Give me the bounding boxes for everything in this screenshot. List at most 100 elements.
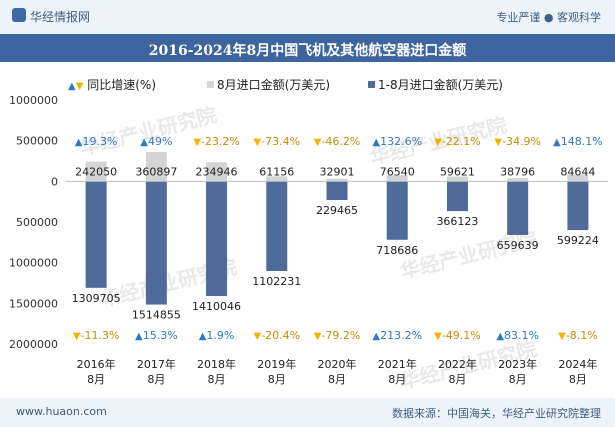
- huajing-logo-icon: [12, 8, 26, 22]
- x-tick-label: 8月: [569, 373, 587, 386]
- brand-name: 华经情报网: [30, 10, 91, 24]
- y-tick-label: 1500000: [9, 297, 58, 310]
- x-tick-label: 2021年: [378, 357, 417, 371]
- x-tick-label: 8月: [147, 373, 165, 386]
- growth-ytd-label: ▲213.2%: [372, 329, 422, 342]
- bar-8m: [206, 162, 228, 182]
- bar-8m-value-label: 84644: [560, 165, 595, 178]
- bar-ytd: [446, 181, 468, 212]
- growth-ytd-label: ▼-49.1%: [434, 329, 481, 342]
- growth-ytd-label: ▲15.3%: [135, 329, 178, 342]
- data-source: 数据来源：中国海关，华经产业研究院整理: [392, 407, 601, 420]
- legend-swatch-8m: [207, 81, 214, 88]
- y-tick-label: 0: [51, 175, 58, 188]
- growth-ytd-label: ▲83.1%: [496, 329, 539, 342]
- legend-up-triangle-icon: ▲: [68, 81, 76, 92]
- tagline: 专业严谨 ● 客观科学: [496, 11, 601, 24]
- legend-item-ytd: 1-8月进口金额(万美元): [368, 76, 503, 93]
- growth-8m-label: ▼-34.9%: [494, 135, 541, 148]
- bar-ytd: [145, 181, 167, 305]
- x-tick-label: 2018年: [197, 357, 236, 371]
- growth-8m-label: ▲132.6%: [372, 135, 422, 148]
- x-tick-label: 8月: [448, 373, 466, 386]
- bar-ytd-value-label: 1102231: [252, 275, 301, 288]
- legend-label-ytd: 1-8月进口金额(万美元): [378, 78, 503, 92]
- x-tick-label: 8月: [87, 373, 105, 386]
- bar-ytd: [567, 181, 589, 231]
- bar-ytd-value-label: 1514855: [132, 309, 181, 322]
- legend-label-growth: 同比增速(%): [87, 78, 157, 92]
- legend-item-8m: 8月进口金额(万美元): [207, 76, 330, 93]
- bar-8m-value-label: 32901: [320, 165, 355, 178]
- website-link[interactable]: www.huaon.com: [16, 405, 107, 418]
- x-tick-label: 8月: [328, 373, 346, 386]
- bar-8m-value-label: 38796: [500, 165, 535, 178]
- bar-8m: [507, 178, 529, 182]
- x-tick-label: 8月: [388, 373, 406, 386]
- bar-ytd-value-label: 229465: [316, 204, 358, 217]
- growth-ytd-label: ▲1.9%: [199, 329, 235, 342]
- bar-ytd: [507, 181, 529, 235]
- growth-8m-label: ▲49%: [140, 135, 172, 148]
- x-tick-label: 8月: [268, 373, 286, 386]
- bar-8m: [446, 176, 468, 182]
- bar-ytd: [85, 181, 107, 288]
- x-tick-label: 2024年: [558, 357, 597, 371]
- bar-8m-value-label: 242050: [75, 165, 117, 178]
- bar-ytd: [206, 181, 228, 297]
- bar-ytd-value-label: 366123: [436, 215, 478, 228]
- bar-ytd-value-label: 599224: [557, 234, 599, 247]
- bar-8m-value-label: 61156: [259, 165, 294, 178]
- bar-8m: [567, 174, 589, 182]
- y-tick-label: 500000: [16, 135, 58, 148]
- bar-ytd-value-label: 1410046: [192, 300, 241, 313]
- growth-8m-label: ▼-46.2%: [314, 135, 361, 148]
- y-tick-label: 1000000: [9, 257, 58, 270]
- bar-ytd: [326, 181, 348, 200]
- x-tick-label: 2019年: [257, 357, 296, 371]
- x-tick-label: 2022年: [438, 357, 477, 371]
- bar-ytd-value-label: 718686: [376, 244, 418, 257]
- top-banner: [0, 0, 615, 34]
- growth-8m-label: ▼-73.4%: [253, 135, 300, 148]
- growth-ytd-label: ▼-20.4%: [253, 329, 300, 342]
- legend-item-growth: ▲▼ 同比增速(%): [68, 76, 156, 93]
- growth-8m-label: ▲148.1%: [553, 135, 603, 148]
- growth-8m-label: ▼-23.2%: [193, 135, 240, 148]
- watermark-text: 华经产业研究院: [77, 103, 219, 160]
- bar-ytd: [266, 181, 288, 271]
- growth-ytd-label: ▼-11.3%: [73, 329, 120, 342]
- growth-ytd-label: ▼-8.1%: [558, 329, 598, 342]
- chart-title: 2016-2024年8月中国飞机及其他航空器进口金额: [148, 43, 467, 59]
- bar-8m-value-label: 234946: [196, 165, 238, 178]
- x-tick-label: 2016年: [77, 357, 116, 371]
- growth-ytd-label: ▼-79.2%: [314, 329, 361, 342]
- bar-8m: [85, 161, 107, 182]
- bar-8m-value-label: 59621: [440, 165, 475, 178]
- legend-down-triangle-icon: ▼: [75, 81, 84, 92]
- growth-8m-label: ▼-22.1%: [434, 135, 481, 148]
- x-tick-label: 8月: [509, 373, 527, 386]
- growth-8m-label: ▲19.3%: [75, 135, 118, 148]
- legend-label-8m: 8月进口金额(万美元): [217, 78, 330, 92]
- title-bar: [0, 34, 615, 62]
- bar-8m: [145, 151, 167, 182]
- bar-8m: [386, 175, 408, 182]
- bar-ytd-value-label: 1309705: [72, 292, 121, 305]
- bar-8m: [266, 176, 288, 182]
- footer-bar: [0, 398, 615, 427]
- bar-ytd-value-label: 659639: [497, 239, 539, 252]
- y-tick-label: 1000000: [9, 94, 58, 107]
- y-tick-label: 500000: [16, 216, 58, 229]
- x-tick-label: 2023年: [498, 357, 537, 371]
- x-tick-label: 2020年: [318, 357, 357, 371]
- bar-8m: [326, 178, 348, 182]
- bar-8m-value-label: 360897: [135, 165, 177, 178]
- y-tick-label: 2000000: [9, 338, 58, 351]
- x-tick-label: 8月: [208, 373, 226, 386]
- bar-8m-value-label: 76540: [380, 165, 415, 178]
- x-tick-label: 2017年: [137, 357, 176, 371]
- legend-swatch-ytd: [368, 81, 375, 88]
